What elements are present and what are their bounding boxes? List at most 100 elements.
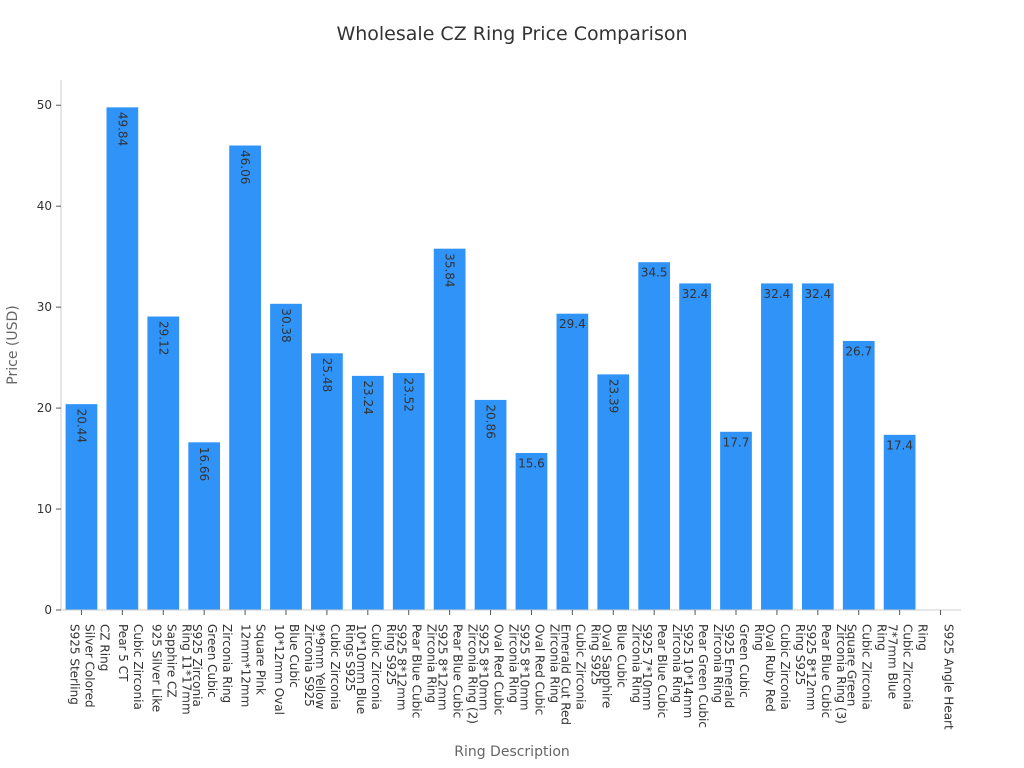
bar	[719, 430, 753, 611]
bar	[105, 106, 140, 611]
x-tick-label-line: S925 Sterling	[67, 624, 81, 705]
x-tick-label: S925 8*10mmOval Red CubicZirconia Ring	[477, 624, 521, 715]
bar	[514, 452, 549, 611]
x-tick-label-line: Pear Blue Cubic	[451, 624, 465, 718]
x-tick-label-line: S925 8*12mm	[436, 624, 450, 711]
x-tick-label-line: Zirconia Ring	[507, 624, 521, 703]
x-tick-label-line: Oval Red Cubic	[492, 624, 506, 715]
x-tick-label: Oval SapphireBlue CubicZirconia Ring	[599, 624, 643, 708]
y-tick-label: 10	[37, 502, 52, 516]
y-axis: 0 10 20 30 40 50	[37, 80, 62, 617]
x-tick-label-line: Ring 11*17mm	[179, 624, 193, 715]
x-tick-label: 10*10mm BlueCubic ZirconiaRing S925	[354, 624, 398, 714]
x-tick-label: Emerald Cut RedCubic ZirconiaRing S925	[558, 624, 602, 725]
bar-value-label: 20.86	[484, 404, 498, 438]
x-axis-label: Ring Description	[454, 744, 570, 760]
bar-value-label: 26.7	[845, 344, 872, 358]
chart-title: Wholesale CZ Ring Price Comparison	[336, 23, 687, 45]
bar-value-label: 20.44	[74, 409, 88, 443]
bar-value-label: 25.48	[320, 358, 334, 392]
x-tick-label-line: Green Cubic	[205, 624, 219, 698]
x-tick-label-line: Ring	[916, 624, 930, 651]
x-tick-label-line: 10*12mm Oval	[272, 624, 286, 715]
x-tick-label-line: Pear Blue Cubic	[410, 624, 424, 718]
x-tick-label-line: S925 8*12mm	[804, 624, 818, 711]
bar-value-label: 30.38	[279, 308, 293, 342]
x-tick-label-line: Green Cubic	[737, 624, 751, 698]
bar	[269, 302, 303, 611]
x-tick-label-line: Cubic Zirconia	[131, 624, 145, 710]
x-tick-label-line: Ring	[752, 624, 766, 651]
x-tick-label: Oval Ruby RedCubic ZirconiaRing S925	[763, 624, 807, 712]
x-tick-label-line: S925 8*10mm	[477, 624, 491, 711]
x-tick-label-line: S925 Emerald	[722, 624, 736, 708]
x-tick-label-line: Square Green	[845, 624, 859, 706]
x-tick-label-line: Zirconia Ring	[670, 624, 684, 703]
bar	[228, 144, 262, 611]
x-tick-label-line: Silver Colored	[82, 624, 96, 708]
x-tick-label-line: Emerald Cut Red	[558, 624, 572, 725]
x-tick-label-line: Zirconia S925	[302, 624, 316, 707]
x-tick-label-line: Ring S925	[793, 624, 807, 685]
x-tick-label-line: S925 8*12mm	[395, 624, 409, 711]
x-tick-label-line: Zirconia Ring	[220, 624, 234, 703]
x-tick-label-line: Zirconia Ring (3)	[834, 624, 848, 724]
x-axis: S925 SterlingSilver ColoredCZ Ring Pear 5…	[61, 609, 961, 730]
bar-value-label: 16.66	[197, 447, 211, 481]
x-tick-label-line: Cubic Zirconia	[369, 624, 383, 710]
x-tick-label: S925 8*12mmPear Blue CubicZirconia Ring	[395, 624, 439, 718]
x-tick-label-line: Cubic Zirconia	[328, 624, 342, 710]
x-tick-label-line: 12mm*12mm	[239, 624, 253, 707]
x-tick-label: 7*7mm BlueCubic ZirconiaRing	[886, 624, 930, 710]
x-tick-label-line: Cubic Zirconia	[860, 624, 874, 710]
x-tick-label: S925 8*12mmPear Blue CubicZirconia Ring …	[436, 624, 480, 724]
bar	[841, 339, 876, 611]
x-tick-label: 925 Silver LikeSapphire CZRing 11*17mm	[149, 624, 193, 715]
x-tick-label-line: 925 Silver Like	[149, 624, 163, 712]
x-tick-label-line: Zirconia Ring	[629, 624, 643, 703]
bar-value-label: 35.84	[443, 253, 457, 287]
x-tick-label-line: Zirconia Ring (2)	[466, 624, 480, 724]
x-tick-label-line: Oval Red Cubic	[532, 624, 546, 715]
bar-value-label: 17.4	[886, 438, 913, 452]
x-tick-label: 9*9mm YellowCubic ZirconiaRings S925	[313, 624, 357, 710]
x-tick-label-line: Ring S925	[384, 624, 398, 685]
bar-value-label: 23.39	[606, 379, 620, 413]
bar-value-label: 15.6	[518, 457, 545, 471]
x-tick-label-line: 9*9mm Yellow	[313, 624, 327, 710]
x-tick-label-line: Cubic Zirconia	[573, 624, 587, 710]
bar	[555, 312, 590, 611]
x-tick-label-line: Pear Blue Cubic	[655, 624, 669, 718]
bar-value-label: 49.84	[115, 112, 129, 146]
x-tick-label: 10*12mm OvalBlue CubicZirconia S925	[272, 624, 316, 715]
x-tick-label-line: 7*7mm Blue	[886, 624, 900, 699]
x-tick-label-line: Zirconia Ring	[547, 624, 561, 703]
bar	[882, 433, 917, 611]
x-tick-label: S925 10*14mmPear Green CubicZirconia Rin…	[681, 624, 725, 728]
x-tick-label-line: Square Pink	[254, 624, 268, 695]
x-tick-label-line: Rings S925	[343, 624, 357, 691]
bar	[637, 261, 672, 611]
x-tick-label-line: Oval Sapphire	[599, 624, 613, 708]
x-tick-label: S925 8*10mmOval Red CubicZirconia Ring	[517, 624, 561, 715]
x-tick-label-line: Blue Cubic	[287, 624, 301, 688]
bar	[800, 282, 835, 611]
y-tick-label: 50	[37, 98, 52, 112]
bar-value-label: 34.5	[641, 266, 668, 280]
plot-area: 20.44 49.84 29.12 16.66 46.06 30.38 25.48 23.24…	[64, 106, 917, 611]
x-tick-label: S925 Angle Heart	[942, 624, 956, 730]
x-tick-label: 12mm*12mmSquare Pink	[239, 624, 268, 707]
bar-value-label: 32.4	[682, 287, 709, 301]
bar	[187, 441, 222, 611]
x-tick-label-line: S925 Angle Heart	[942, 624, 956, 730]
x-tick-label-line: Zirconia Ring	[425, 624, 439, 703]
bar	[678, 282, 712, 611]
x-tick-label-line: Pear Green Cubic	[696, 624, 710, 728]
y-tick-label: 0	[44, 603, 52, 617]
x-tick-label-line: Ring	[875, 624, 889, 651]
bar	[432, 247, 467, 611]
bar	[310, 352, 344, 611]
y-tick-label: 20	[37, 401, 52, 415]
bar-value-label: 17.7	[723, 435, 750, 449]
